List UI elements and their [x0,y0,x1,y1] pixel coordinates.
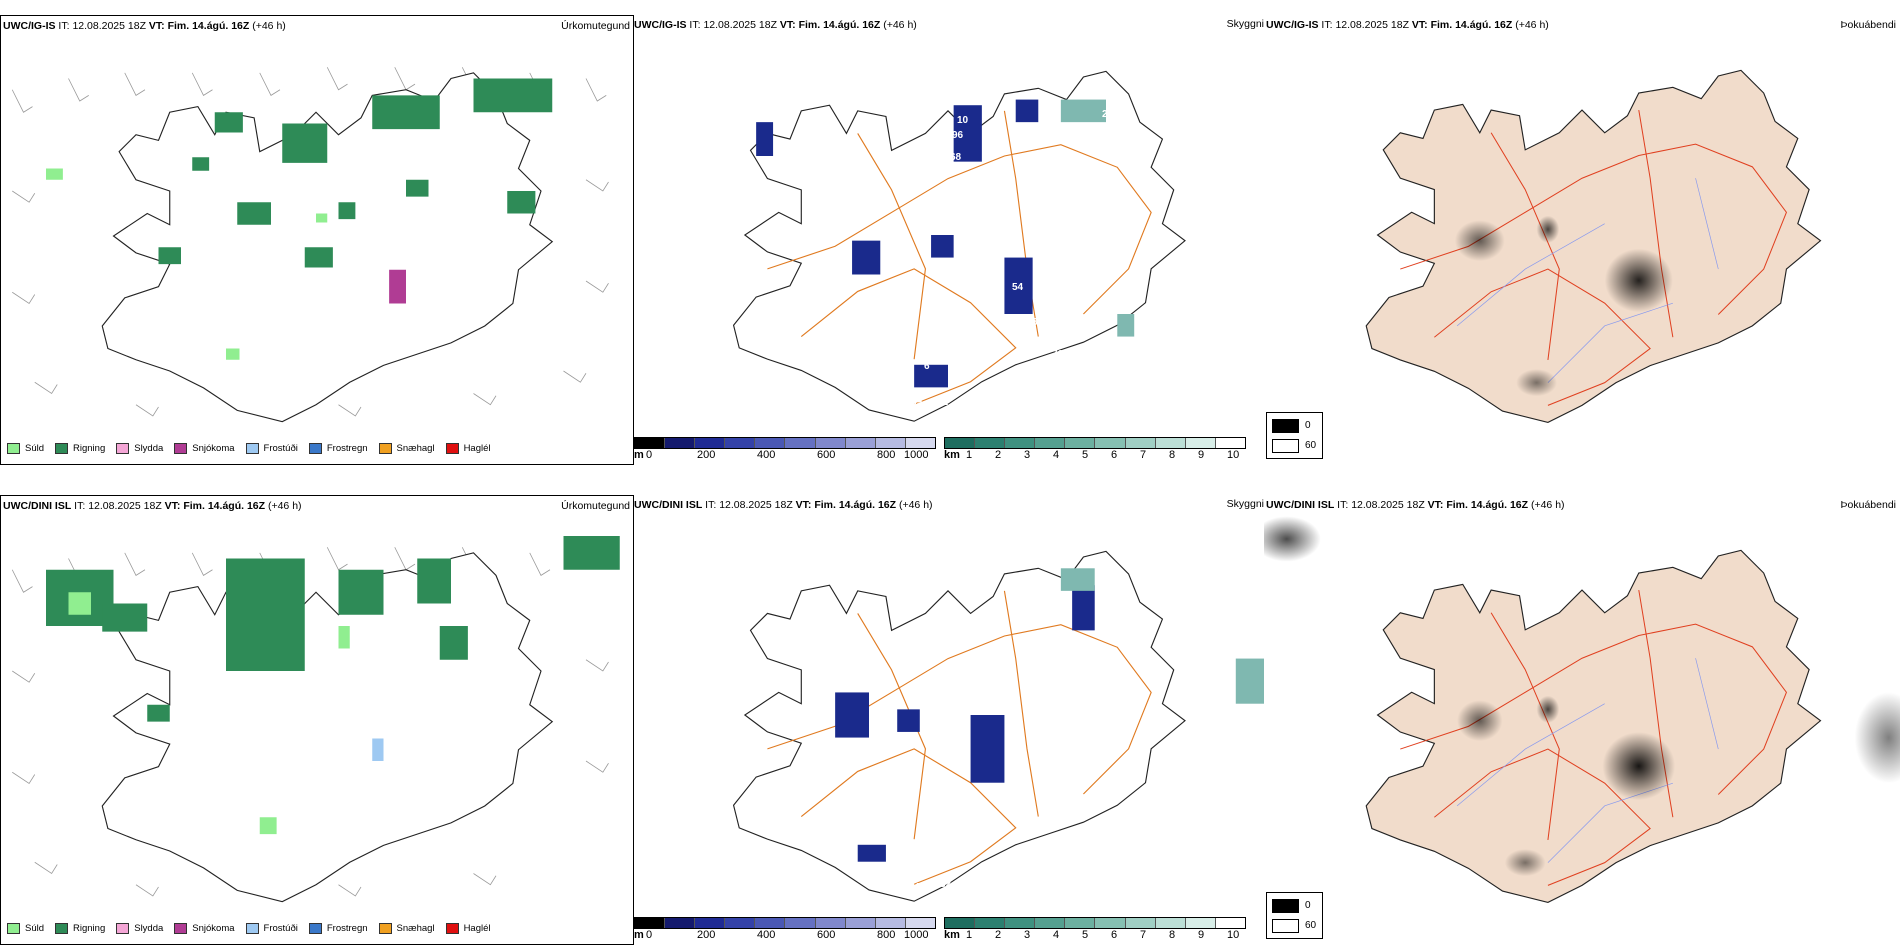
fog-panel-2: UWC/DINI ISL IT: 12.08.2025 18Z VT: Fim.… [1264,495,1900,943]
legend-item: Snæhagl [378,923,435,934]
cloud-base-label: 72 [942,747,954,758]
precip-panel-1: UWC/IG-IS IT: 12.08.2025 18Z VT: Fim. 14… [0,15,634,465]
fog-title: Þokuábendi [1840,499,1896,511]
cloud-base-label: 20 [1082,275,1094,286]
precip-title: Úrkomutegund [561,20,630,32]
legend-item: Slydda [116,443,163,454]
cloud-base-label: 39 [911,397,923,408]
cloud-base-label: 6 [924,361,930,372]
legend-item: Snjókoma [174,443,235,454]
cloud-panel-2: UWC/DINI ISL IT: 12.08.2025 18Z VT: Fim.… [632,495,1264,943]
precip-legend: Súld Rigning Slydda Snjókoma Frostúði Fr… [7,923,502,934]
cloud-base-label: 59 [1008,787,1020,798]
cloud-base-label: 47 [932,295,944,306]
precip-legend: Súld Rigning Slydda Snjókoma Frostúði Fr… [7,443,502,454]
fog-panel-1: UWC/IG-IS IT: 12.08.2025 18Z VT: Fim. 14… [1264,15,1900,463]
legend-item: Frostúði [245,443,298,454]
panel-header: UWC/DINI ISL IT: 12.08.2025 18Z VT: Fim.… [1266,499,1565,511]
cloud-base-label: 40 [914,882,926,893]
cloud-base-label: 29 [1102,109,1114,120]
cloud-map [733,550,1264,902]
legend-item: Snjókoma [174,923,235,934]
cloudbase-unit: m [634,929,644,941]
cloud-base-label: 202 [1002,325,1019,336]
cloud-base-label: 30 [792,155,804,166]
visibility-unit: km [944,929,960,941]
cloud-base-label: 5 [1076,850,1082,861]
panel-header: UWC/DINI ISL IT: 12.08.2025 18Z VT: Fim.… [634,499,933,511]
precip-title: Úrkomutegund [561,500,630,512]
panel-header: UWC/IG-IS IT: 12.08.2025 18Z VT: Fim. 14… [634,19,917,31]
fog-map [1365,69,1822,423]
cloud-map [733,70,1186,422]
legend-item: Rigning [55,923,105,934]
visibility-unit: km [944,449,960,461]
panel-header: UWC/DINI ISL IT: 12.08.2025 18Z VT: Fim.… [3,500,302,512]
cloud-base-label: 37 [927,773,939,784]
precip-map [11,536,620,903]
cloud-base-label: 81 [1032,317,1044,328]
cloud-base-label: 48 [948,277,960,288]
cloud-base-label: 6 [1082,837,1088,848]
fog-title: Þokuábendi [1840,19,1896,31]
legend-item: Slydda [116,923,163,934]
panel-header: UWC/IG-IS IT: 12.08.2025 18Z VT: Fim. 14… [1266,19,1549,31]
cloud-base-label: 45 [1011,762,1023,773]
precip-panel-2: UWC/DINI ISL IT: 12.08.2025 18Z VT: Fim.… [0,495,634,945]
visibility-scale-bar [944,917,1246,929]
cloud-base-label: 32 [940,879,952,890]
precip-map [11,67,609,423]
legend-item: Rigning [55,443,105,454]
cloud-base-label: 25 [1040,110,1052,121]
legend-item: Frostregn [308,443,368,454]
visibility-scale-bar [944,437,1246,449]
cloud-base-label: 10 [957,115,969,126]
cloud-base-label: 60 [962,269,974,280]
legend-item: Súld [7,443,44,454]
cloud-base-label: 59 [954,269,966,280]
cloud-base-label: 41 [937,397,949,408]
legend-item: Haglél [445,443,491,454]
fog-map [1264,516,1900,903]
cloudbase-unit: m [634,449,644,461]
cloud-base-label: 54 [1012,282,1024,293]
cloud-base-label: 78 [1098,606,1110,617]
fog-legend-box: 0 60 [1266,412,1323,459]
cloud-title: Skyggni [1226,498,1264,510]
cloud-panel-1: UWC/IG-IS IT: 12.08.2025 18Z VT: Fim. 14… [632,15,1264,463]
legend-item: Frostúði [245,923,298,934]
legend-item: Súld [7,923,44,934]
fog-legend-box: 0 60 [1266,892,1323,939]
legend-item: Haglél [445,923,491,934]
cloud-base-label: 5 [915,859,921,870]
cloud-base-label: 68 [950,152,962,163]
legend-item: Snæhagl [378,443,435,454]
cloud-title: Skyggni [1226,18,1264,30]
cloud-base-label: 39 [948,759,960,770]
panel-header: UWC/IG-IS IT: 12.08.2025 18Z VT: Fim. 14… [3,20,286,32]
cloudbase-scale-bar [634,437,936,449]
legend-item: Frostregn [308,923,368,934]
row2: UWC/DINI ISL IT: 12.08.2025 18Z VT: Fim.… [0,480,1900,950]
cloud-base-label: 96 [952,130,964,141]
cloud-base-label: 76 [1052,349,1064,360]
row1: UWC/IG-IS IT: 12.08.2025 18Z VT: Fim. 14… [0,15,1900,465]
cloudbase-scale-bar [634,917,936,929]
